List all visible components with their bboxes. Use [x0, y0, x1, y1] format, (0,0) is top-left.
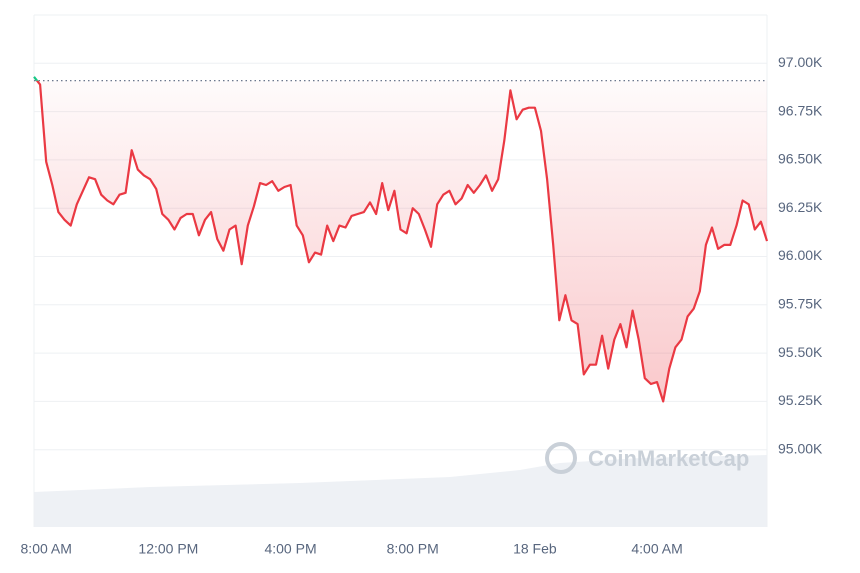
price-line [35, 80, 769, 403]
watermark-text: CoinMarketCap [588, 446, 749, 471]
y-tick-label: 96.75K [778, 102, 823, 118]
price-area [34, 76, 767, 402]
y-tick-label: 97.00K [778, 54, 823, 70]
x-tick-label: 18 Feb [513, 541, 557, 557]
watermark: CoinMarketCap [545, 442, 749, 474]
y-tick-label: 96.00K [778, 247, 823, 263]
y-tick-label: 95.50K [778, 344, 823, 360]
x-tick-label: 4:00 AM [631, 541, 682, 557]
volume-area [34, 455, 767, 527]
y-tick-label: 96.50K [778, 151, 823, 167]
x-tick-label: 8:00 PM [387, 541, 439, 557]
x-tick-label: 8:00 AM [21, 541, 72, 557]
y-tick-label: 95.75K [778, 296, 823, 312]
y-tick-label: 96.25K [778, 199, 823, 215]
x-tick-label: 4:00 PM [264, 541, 316, 557]
y-tick-label: 95.00K [778, 440, 823, 456]
x-tick-label: 12:00 PM [138, 541, 198, 557]
watermark-logo [545, 442, 577, 474]
y-tick-label: 95.25K [778, 392, 823, 408]
